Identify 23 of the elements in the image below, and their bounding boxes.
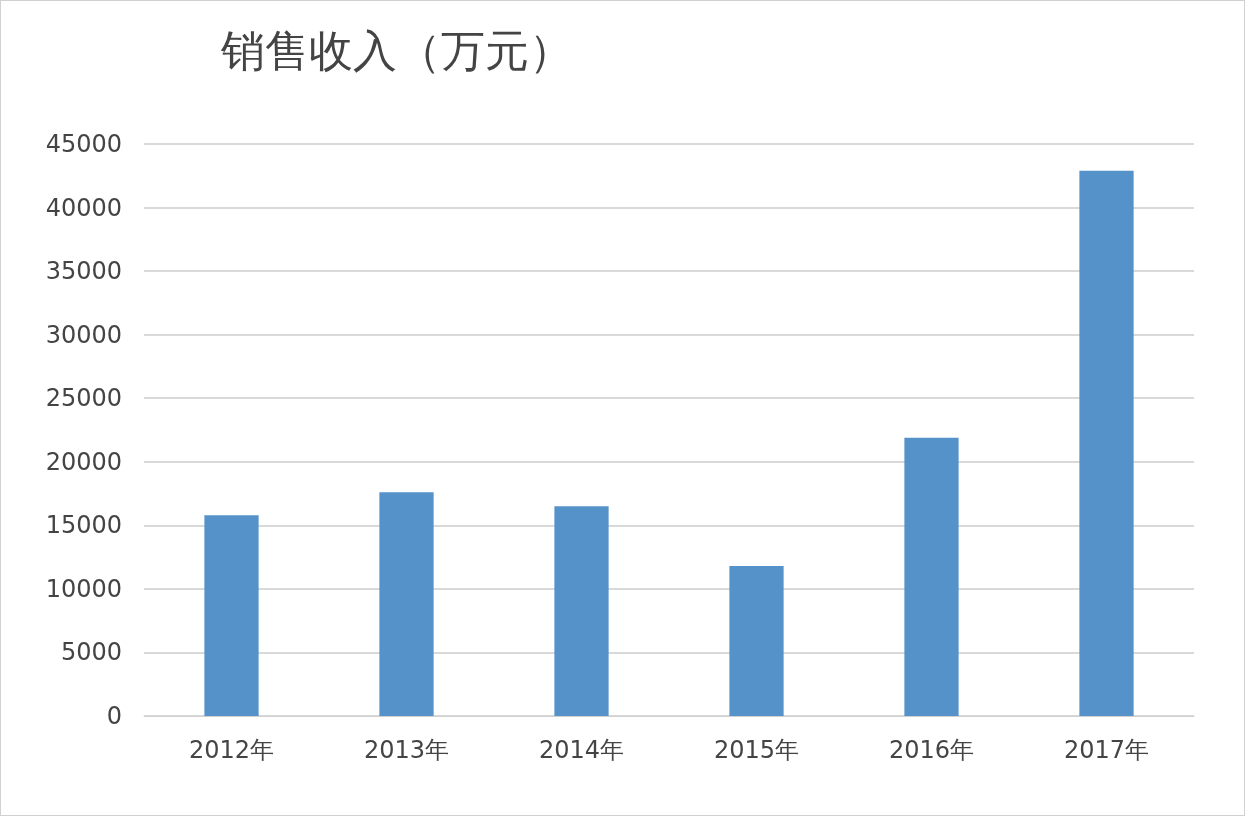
- bar: [729, 566, 784, 716]
- bar: [904, 437, 959, 716]
- chart-title: 销售收入（万元）: [220, 24, 573, 76]
- y-tick-label: 40000: [45, 193, 122, 222]
- x-tick-label: 2014年: [538, 736, 625, 764]
- y-tick-label: 5000: [60, 638, 122, 667]
- bar: [204, 515, 259, 716]
- x-tick-label: 2017年: [1063, 736, 1150, 764]
- y-tick-label: 0: [106, 702, 122, 730]
- y-tick-label: 30000: [45, 320, 122, 349]
- bar: [379, 492, 434, 716]
- x-tick-label: 2013年: [363, 736, 450, 764]
- x-tick-label: 2012年: [188, 736, 275, 764]
- bar: [554, 506, 609, 716]
- y-tick-label: 25000: [45, 384, 122, 413]
- y-tick-label: 20000: [45, 447, 122, 476]
- x-tick-label: 2015年: [713, 736, 800, 764]
- y-tick-label: 45000: [45, 130, 122, 158]
- y-tick-label: 15000: [45, 511, 122, 540]
- x-tick-label: 2016年: [888, 736, 975, 764]
- y-tick-label: 10000: [45, 574, 122, 603]
- bar: [1079, 170, 1134, 716]
- y-tick-label: 35000: [45, 257, 122, 286]
